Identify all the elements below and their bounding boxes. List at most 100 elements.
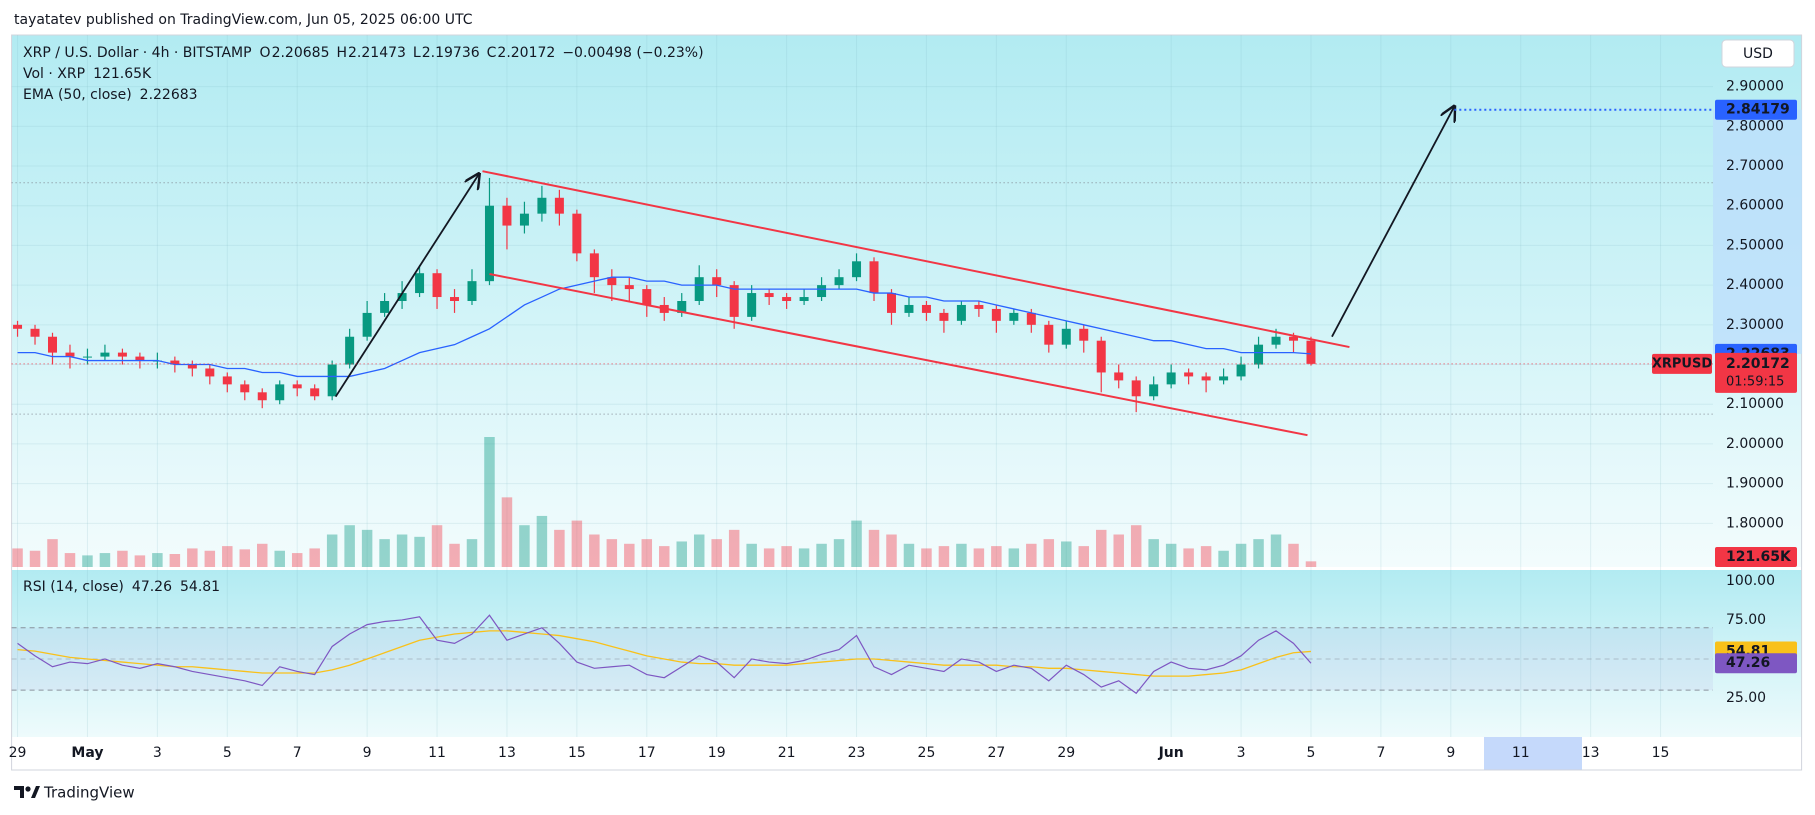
candle-body <box>1201 376 1211 381</box>
symbol-badge: XRPUSD <box>1652 356 1712 371</box>
volume-bar <box>187 548 198 567</box>
volume-bar <box>239 549 251 567</box>
rsi-label: RSI (14, close) <box>23 579 124 595</box>
candle-body <box>939 312 949 321</box>
volume-bar <box>921 548 932 567</box>
x-tick-label: 23 <box>848 745 866 761</box>
volume-bar <box>711 539 722 567</box>
candle-body <box>1044 324 1054 345</box>
x-tick-label: May <box>71 745 103 761</box>
candle-body <box>1166 372 1176 385</box>
volume-bar <box>1288 543 1299 567</box>
candle-body <box>1061 328 1071 345</box>
brand: TradingView <box>43 784 135 802</box>
frame <box>11 34 1803 771</box>
ohlc-value: 2.20685 <box>272 45 330 61</box>
volume-bar <box>1235 543 1247 567</box>
volume-bar <box>624 543 635 567</box>
rsi-value: 47.26 <box>132 579 172 595</box>
candle-body <box>1149 384 1159 397</box>
x-tick-label: 29 <box>1057 745 1075 761</box>
volume-bar <box>1008 548 1020 567</box>
candle-body <box>432 273 442 298</box>
volume-bar <box>169 554 181 567</box>
volume-bar <box>152 553 163 567</box>
volume-bar <box>396 534 408 567</box>
y-tick-label: 2.60000 <box>1726 198 1784 214</box>
volume-bar <box>728 529 740 567</box>
candle-body <box>572 213 582 254</box>
x-tick-label: 25 <box>918 745 936 761</box>
y-tick-label: 2.50000 <box>1726 237 1784 253</box>
volume-bar <box>589 534 600 567</box>
x-tick-label: 21 <box>778 745 796 761</box>
x-tick-label: 27 <box>987 745 1005 761</box>
volume-bar <box>1253 539 1264 567</box>
candle-body <box>764 293 774 298</box>
y-tick-label: 2.80000 <box>1726 118 1784 134</box>
candle-body <box>554 197 564 214</box>
candle-body <box>747 293 757 317</box>
volume-bar <box>484 437 495 567</box>
legend-change: −0.00498 (−0.23%) <box>562 45 703 61</box>
volume-bar <box>1043 539 1055 567</box>
ema-value: 2.22683 <box>140 87 198 103</box>
ohlc-label: L <box>413 45 421 61</box>
volume-bar <box>851 520 862 567</box>
volume-bar <box>99 553 111 567</box>
candle-body <box>135 356 145 361</box>
volume-bar <box>117 550 128 567</box>
channel-line <box>482 170 1350 349</box>
volume-bar <box>29 550 41 567</box>
rsi-ma-line <box>17 630 1312 677</box>
time-selection <box>1484 737 1582 770</box>
candle-body <box>817 285 827 298</box>
volume-bar <box>991 546 1002 567</box>
candle-body <box>1184 372 1194 377</box>
ohlc-value: 2.21473 <box>348 45 406 61</box>
x-tick-label: 7 <box>293 745 302 761</box>
candle-body <box>467 281 477 301</box>
volume-bar <box>1270 534 1282 567</box>
x-tick-label: 11 <box>428 745 446 761</box>
candle-body <box>921 304 931 313</box>
countdown: 01:59:15 <box>1726 374 1784 389</box>
volume-bar <box>659 546 670 567</box>
volume-bar <box>1095 529 1107 567</box>
currency[interactable]: USD <box>1743 46 1773 62</box>
volume-bar <box>833 539 845 567</box>
volume-bar <box>798 548 810 567</box>
candle-body <box>187 364 197 369</box>
ohlc-value: 2.19736 <box>422 45 480 61</box>
candle-body <box>48 336 58 353</box>
brand-logo <box>14 786 40 798</box>
y-tick-label: 1.80000 <box>1726 515 1784 531</box>
volume-bar <box>274 550 285 567</box>
volume-bar <box>676 541 687 567</box>
chart-layer: 29 May 3 5 7 9 11 13 15 17 19 21 23 25 27 29 Jun 3 5 7 9 11 13… <box>9 35 1802 761</box>
rsi-line <box>17 614 1312 695</box>
candle-body <box>1289 336 1299 341</box>
candle-body <box>170 360 180 365</box>
x-tick-label: 9 <box>363 745 372 761</box>
volume-bar <box>868 529 880 567</box>
volume-bar <box>554 529 565 567</box>
candle-body <box>1026 312 1036 325</box>
candle-body <box>380 301 390 313</box>
x-tick-label: 15 <box>1652 745 1670 761</box>
candle-body <box>624 285 634 290</box>
volume-bar <box>1061 541 1072 567</box>
candle-body <box>712 277 722 286</box>
candle-body <box>82 356 92 358</box>
main-pane <box>11 35 1802 568</box>
ema-label: EMA (50, close) <box>23 87 132 103</box>
candle-body <box>222 376 232 385</box>
candle-body <box>30 328 40 337</box>
candle-body <box>729 285 739 317</box>
x-tick-label: 19 <box>708 745 726 761</box>
candle-body <box>904 304 914 313</box>
candle-body <box>694 277 704 301</box>
candle-body <box>782 297 792 301</box>
y-tick-label: 2.90000 <box>1726 79 1784 95</box>
